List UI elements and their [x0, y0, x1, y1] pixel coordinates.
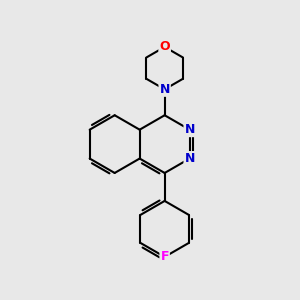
Text: F: F	[160, 250, 169, 263]
Text: O: O	[159, 40, 170, 53]
Text: N: N	[184, 123, 195, 136]
Text: N: N	[160, 83, 170, 96]
Text: N: N	[184, 152, 195, 165]
